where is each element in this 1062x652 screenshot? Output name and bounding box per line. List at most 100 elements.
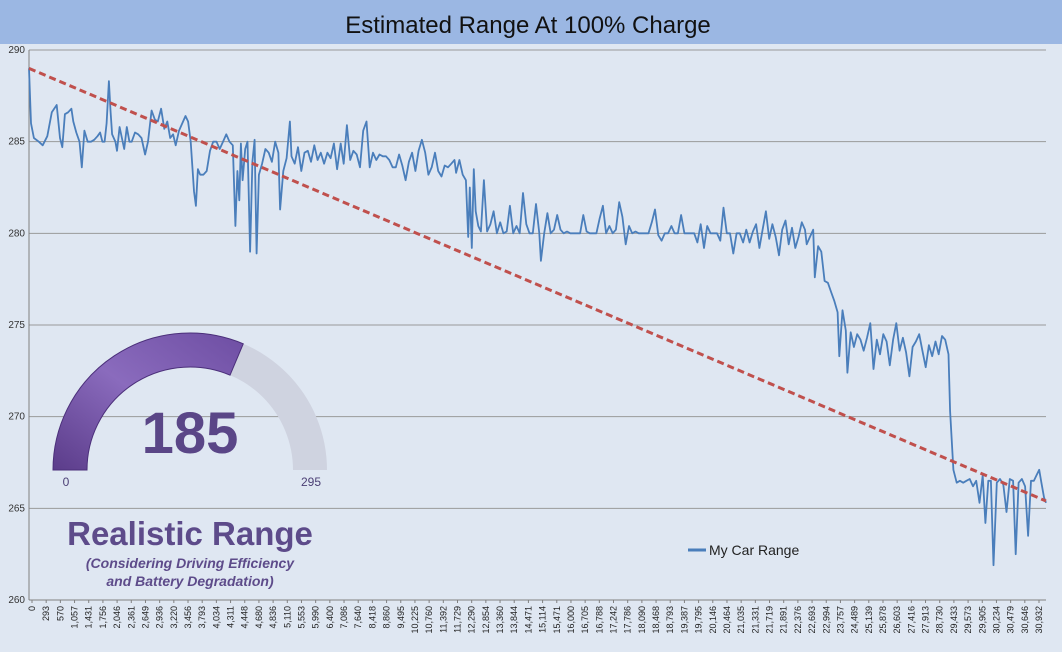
x-tick-label: 30,234 — [991, 606, 1001, 634]
x-tick-label: 6,400 — [325, 606, 335, 629]
y-tick-label: 285 — [8, 137, 25, 148]
x-tick-label: 19,387 — [679, 606, 689, 634]
y-axis-ticks: 260 265 270 275 280 285 290 — [8, 45, 25, 606]
x-tick-label: 24,489 — [850, 606, 860, 634]
x-tick-label: 10,225 — [410, 606, 420, 634]
x-tick-label: 4,680 — [254, 606, 264, 629]
x-tick-label: 16,788 — [594, 606, 604, 634]
gauge-max-label: 295 — [301, 475, 321, 489]
x-tick-label: 27,913 — [921, 606, 931, 634]
x-tick-label: 30,932 — [1034, 606, 1044, 634]
x-tick-label: 21,035 — [736, 606, 746, 634]
y-tick-label: 290 — [8, 45, 25, 56]
x-tick-label: 30,479 — [1006, 606, 1016, 634]
x-tick-label: 19,795 — [694, 606, 704, 634]
x-tick-label: 5,553 — [296, 606, 306, 629]
x-tick-label: 28,730 — [935, 606, 945, 634]
x-tick-label: 12,854 — [481, 606, 491, 634]
x-tick-label: 8,418 — [367, 606, 377, 629]
x-tick-label: 23,757 — [835, 606, 845, 634]
y-tick-label: 280 — [8, 228, 25, 239]
x-tick-label: 8,860 — [382, 606, 392, 629]
x-tick-label: 27,416 — [906, 606, 916, 634]
legend: My Car Range — [688, 542, 799, 558]
x-tick-label: 3,220 — [169, 606, 179, 629]
x-tick-label: 20,146 — [708, 606, 718, 634]
y-tick-label: 275 — [8, 320, 25, 331]
x-tick-label: 20,464 — [722, 606, 732, 634]
x-tick-label: 3,793 — [197, 606, 207, 629]
y-tick-label: 265 — [8, 503, 25, 514]
x-tick-label: 21,891 — [779, 606, 789, 634]
x-tick-label: 29,573 — [963, 606, 973, 634]
y-tick-label: 270 — [8, 412, 25, 423]
x-tick-label: 13,360 — [495, 606, 505, 634]
x-tick-label: 9,495 — [396, 606, 406, 629]
x-tick-label: 13,844 — [509, 606, 519, 634]
x-tick-label: 17,242 — [609, 606, 619, 634]
gauge-min-label: 0 — [63, 475, 70, 489]
gauge-fill — [52, 332, 244, 471]
x-tick-label: 1,057 — [70, 606, 80, 629]
x-tick-label: 5,990 — [311, 606, 321, 629]
x-tick-label: 22,693 — [807, 606, 817, 634]
x-tick-label: 1,431 — [84, 606, 94, 629]
x-tick-label: 4,836 — [268, 606, 278, 629]
x-tick-label: 11,729 — [452, 606, 462, 633]
x-tick-label: 2,046 — [112, 606, 122, 629]
x-tick-label: 15,471 — [552, 606, 562, 634]
x-tick-label: 18,090 — [637, 606, 647, 634]
x-tick-label: 30,646 — [1020, 606, 1030, 634]
x-tick-label: 21,331 — [750, 606, 760, 634]
series-layer — [28, 68, 1047, 567]
title-bar — [0, 0, 1062, 44]
realistic-range-caption: Realistic Range (Considering Driving Eff… — [67, 515, 313, 589]
trendline — [28, 66, 1047, 503]
x-tick-label: 29,433 — [949, 606, 959, 634]
x-tick-label: 2,936 — [155, 606, 165, 629]
x-tick-label: 1,756 — [98, 606, 108, 629]
series-line-my-car-range — [28, 68, 1047, 567]
x-tick-label: 22,376 — [793, 606, 803, 634]
x-tick-label: 14,471 — [523, 606, 533, 634]
x-tick-label: 2,361 — [126, 606, 136, 629]
x-tick-label: 16,000 — [566, 606, 576, 634]
x-tick-label: 17,786 — [623, 606, 633, 634]
axes — [28, 50, 1046, 601]
gauge-value: 185 — [142, 401, 239, 466]
x-tick-label: 2,649 — [140, 606, 150, 629]
x-tick-label: 25,139 — [864, 606, 874, 634]
chart-title: Estimated Range At 100% Charge — [345, 12, 711, 39]
x-tick-label: 29,905 — [977, 606, 987, 634]
caption-title: Realistic Range — [67, 515, 313, 552]
range-gauge: 185 0 295 — [52, 332, 327, 489]
x-tick-label: 5,110 — [282, 606, 292, 628]
x-tick-label: 4,034 — [211, 606, 221, 629]
x-tick-label: 3,456 — [183, 606, 193, 629]
x-tick-label: 4,448 — [240, 606, 250, 629]
x-tick-label: 293 — [41, 606, 51, 621]
trendline-layer — [28, 66, 1047, 503]
x-tick-label: 22,994 — [821, 606, 831, 634]
x-tick-label: 15,114 — [538, 606, 548, 633]
x-tick-label: 4,311 — [226, 606, 236, 628]
x-tick-label: 11,392 — [438, 606, 448, 633]
x-tick-label: 18,468 — [651, 606, 661, 634]
x-axis-ticks: 0 293 570 1,057 1,431 1,756 2,046 2,361 2,649 2,9… — [27, 600, 1044, 634]
x-tick-label: 16,705 — [580, 606, 590, 634]
legend-label: My Car Range — [709, 542, 799, 558]
x-tick-label: 7,640 — [353, 606, 363, 629]
y-tick-label: 260 — [8, 595, 25, 606]
x-tick-label: 21,719 — [765, 606, 775, 634]
x-tick-label: 10,760 — [424, 606, 434, 634]
x-tick-label: 25,878 — [878, 606, 888, 634]
caption-subtitle-line2: and Battery Degradation) — [106, 573, 274, 589]
caption-subtitle-line1: (Considering Driving Efficiency — [86, 555, 295, 571]
x-tick-label: 0 — [27, 606, 37, 611]
x-tick-label: 12,290 — [467, 606, 477, 634]
x-tick-label: 570 — [55, 606, 65, 621]
x-tick-label: 7,086 — [339, 606, 349, 629]
